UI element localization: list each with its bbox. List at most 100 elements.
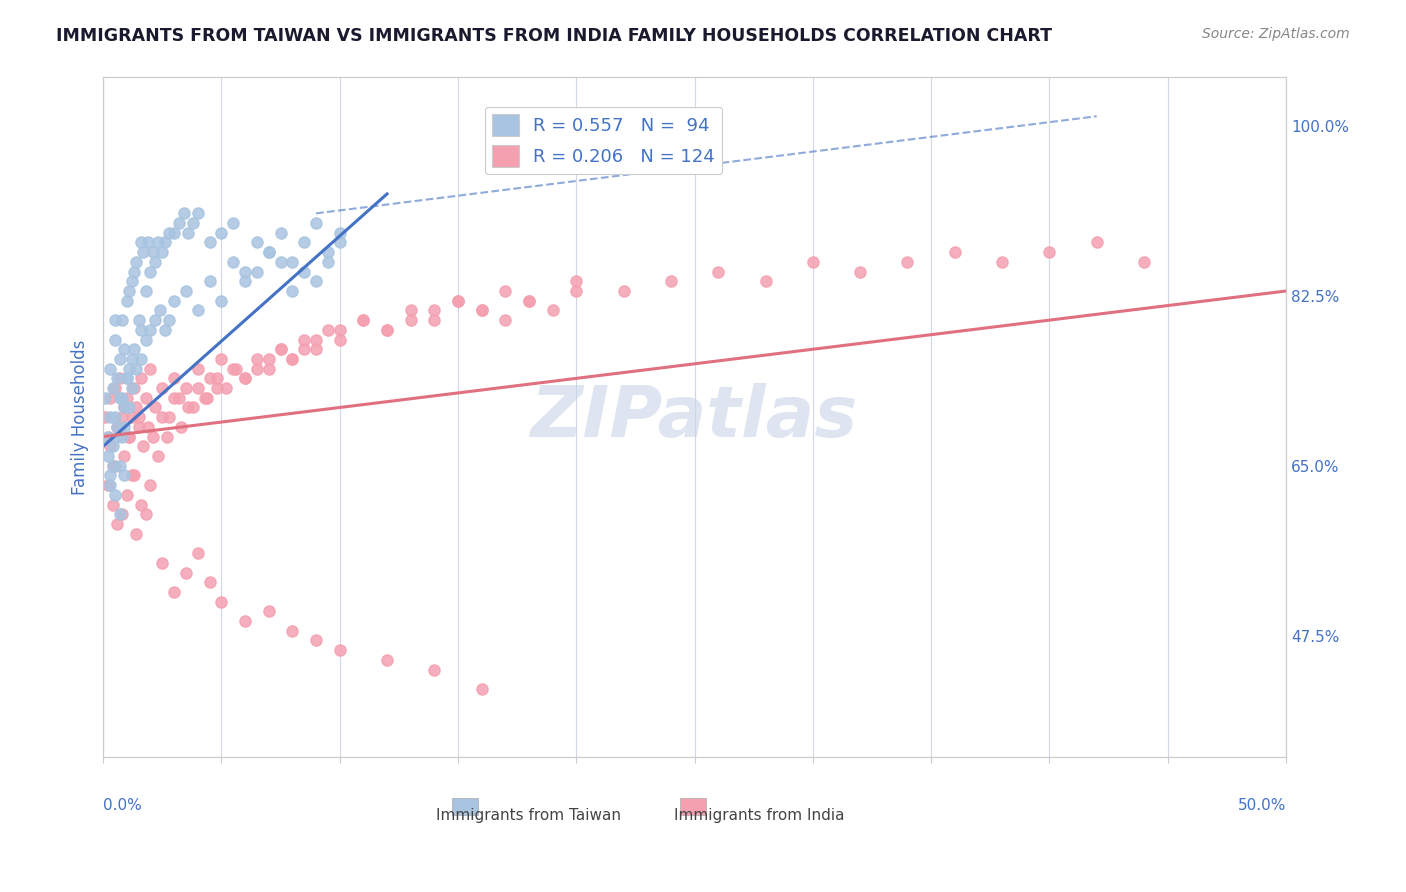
Point <box>150 381 173 395</box>
Point <box>198 235 221 250</box>
Point <box>121 274 143 288</box>
Point <box>101 458 124 473</box>
Point <box>105 420 128 434</box>
Point <box>163 371 186 385</box>
Point <box>292 333 315 347</box>
Point <box>112 343 135 357</box>
Point <box>122 381 145 395</box>
Point <box>195 391 218 405</box>
Point <box>541 303 564 318</box>
Point <box>149 303 172 318</box>
Point <box>494 313 516 327</box>
Point <box>98 468 121 483</box>
Point <box>613 284 636 298</box>
Point <box>1085 235 1108 250</box>
Point <box>112 420 135 434</box>
Point <box>1133 255 1156 269</box>
Point <box>118 284 141 298</box>
Point <box>108 391 131 405</box>
Point <box>108 508 131 522</box>
Point <box>108 351 131 366</box>
Point <box>257 604 280 618</box>
Point <box>139 264 162 278</box>
Point <box>173 206 195 220</box>
Point <box>129 351 152 366</box>
Text: Immigrants from Taiwan: Immigrants from Taiwan <box>436 808 621 823</box>
Point <box>112 401 135 415</box>
Point <box>281 351 304 366</box>
Point <box>105 420 128 434</box>
Point <box>115 371 138 385</box>
Point <box>142 429 165 443</box>
Point <box>128 410 150 425</box>
Point <box>215 381 238 395</box>
Point <box>115 371 138 385</box>
FancyBboxPatch shape <box>681 797 706 814</box>
Point <box>257 351 280 366</box>
Point <box>111 410 134 425</box>
Point <box>187 381 209 395</box>
Point <box>177 226 200 240</box>
Point <box>104 333 127 347</box>
Point <box>121 351 143 366</box>
Point <box>104 410 127 425</box>
Point <box>209 351 232 366</box>
Point <box>111 313 134 327</box>
Point <box>316 255 339 269</box>
Point <box>292 343 315 357</box>
Point <box>143 255 166 269</box>
Point <box>222 361 245 376</box>
Point <box>209 594 232 608</box>
Point <box>101 498 124 512</box>
Point <box>157 226 180 240</box>
Point <box>101 381 124 395</box>
Point <box>305 633 328 648</box>
Point <box>896 255 918 269</box>
Point <box>111 508 134 522</box>
Point <box>205 371 228 385</box>
Point <box>246 264 269 278</box>
Point <box>305 216 328 230</box>
Point <box>801 255 824 269</box>
Point <box>112 401 135 415</box>
Point <box>423 303 446 318</box>
Point <box>194 391 217 405</box>
Point <box>423 313 446 327</box>
Point <box>399 313 422 327</box>
Point <box>118 361 141 376</box>
Y-axis label: Family Households: Family Households <box>72 340 89 495</box>
Point <box>329 333 352 347</box>
Point <box>517 293 540 308</box>
Point <box>174 284 197 298</box>
Point <box>257 245 280 260</box>
Point <box>375 653 398 667</box>
Text: 50.0%: 50.0% <box>1237 797 1286 813</box>
Point <box>142 245 165 260</box>
Point <box>233 371 256 385</box>
Point <box>129 498 152 512</box>
Point <box>198 575 221 590</box>
Point <box>167 391 190 405</box>
Point <box>471 303 494 318</box>
Point <box>198 274 221 288</box>
Point <box>136 420 159 434</box>
Point <box>98 439 121 453</box>
Point <box>94 410 117 425</box>
Point <box>105 516 128 531</box>
Point <box>187 361 209 376</box>
Point <box>447 293 470 308</box>
Point <box>163 585 186 599</box>
Point <box>153 323 176 337</box>
Point <box>991 255 1014 269</box>
Point <box>565 284 588 298</box>
Point <box>97 429 120 443</box>
Point <box>135 508 157 522</box>
Point <box>270 226 292 240</box>
Legend: R = 0.557   N =  94, R = 0.206   N = 124: R = 0.557 N = 94, R = 0.206 N = 124 <box>485 107 723 174</box>
Point <box>104 381 127 395</box>
Point <box>399 303 422 318</box>
Point <box>167 216 190 230</box>
Point <box>118 429 141 443</box>
Point <box>121 381 143 395</box>
Point <box>292 264 315 278</box>
